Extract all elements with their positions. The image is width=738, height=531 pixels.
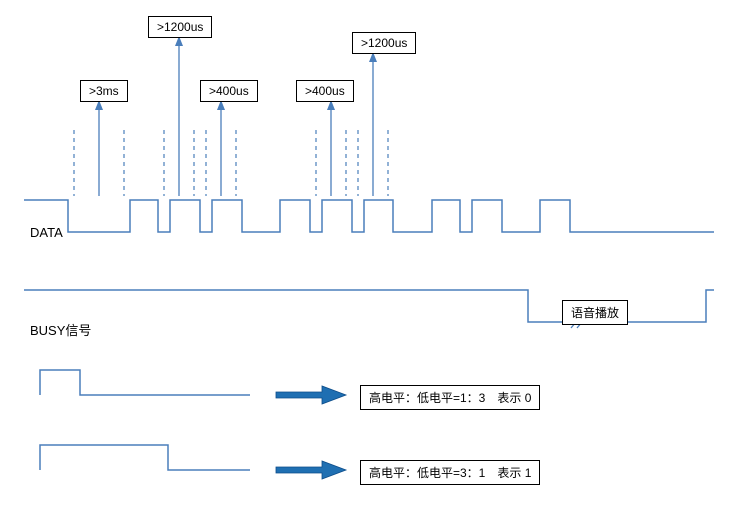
annot-gt1200-a: >1200us [148, 16, 212, 38]
arrow-right-icon [276, 386, 346, 404]
encoding-waveform-1 [40, 445, 250, 470]
busy-playback-box: 语音播放 [562, 300, 628, 325]
data-waveform [24, 200, 714, 232]
encoding-1-box: 高电平：低电平=3：1 表示 1 [360, 460, 540, 485]
annot-gt3ms: >3ms [80, 80, 128, 102]
annot-gt400-a: >400us [200, 80, 258, 102]
busy-label: BUSY信号 [30, 320, 91, 339]
data-label: DATA [30, 225, 63, 240]
arrow-right-icon [276, 461, 346, 479]
encoding-0-box: 高电平：低电平=1：3 表示 0 [360, 385, 540, 410]
annot-gt1200-b: >1200us [352, 32, 416, 54]
annot-gt400-b: >400us [296, 80, 354, 102]
encoding-waveform-0 [40, 370, 250, 395]
